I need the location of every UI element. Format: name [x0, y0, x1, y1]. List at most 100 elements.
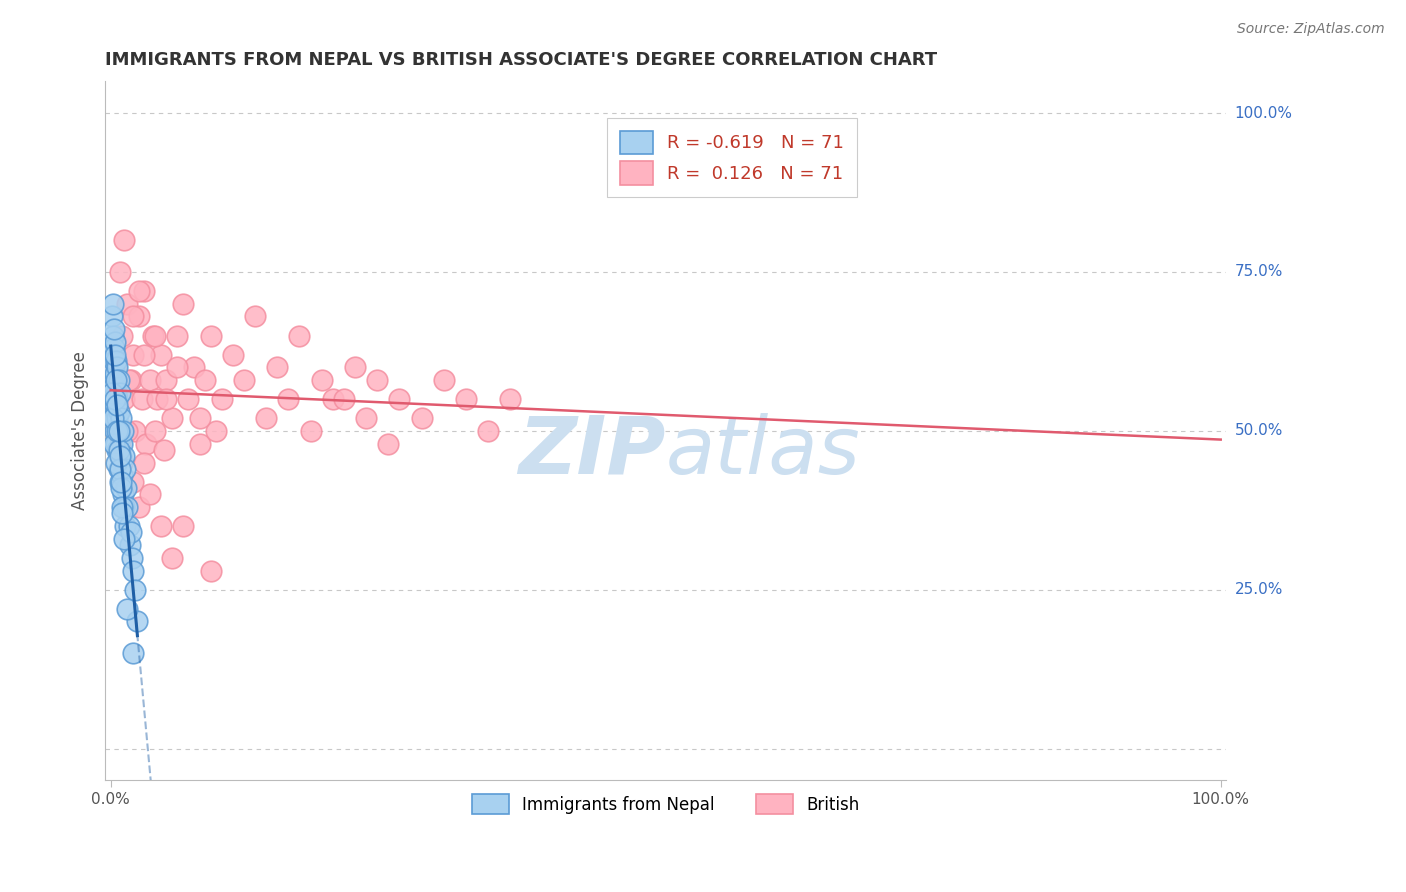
Point [104, 334, 127, 349]
Point [103, 411, 125, 425]
Point [103, 379, 125, 393]
Point [143, 328, 166, 343]
Point [107, 373, 129, 387]
Point [107, 462, 129, 476]
Point [101, 328, 124, 343]
Point [108, 436, 131, 450]
Point [104, 348, 127, 362]
Point [155, 392, 177, 406]
Point [104, 398, 127, 412]
Point [118, 538, 141, 552]
Point [107, 442, 129, 457]
Point [105, 354, 128, 368]
Point [111, 328, 134, 343]
Point [120, 373, 142, 387]
Point [138, 373, 160, 387]
Point [388, 392, 411, 406]
Point [103, 322, 125, 336]
Point [411, 411, 433, 425]
Point [108, 385, 131, 400]
Point [138, 487, 160, 501]
Point [107, 398, 129, 412]
Point [103, 411, 125, 425]
Point [377, 436, 399, 450]
Point [166, 328, 188, 343]
Point [153, 442, 176, 457]
Point [177, 392, 200, 406]
Point [110, 475, 132, 489]
Point [101, 398, 124, 412]
Point [122, 348, 145, 362]
Point [104, 424, 127, 438]
Point [128, 310, 150, 324]
Point [132, 348, 155, 362]
Point [112, 500, 135, 514]
Point [132, 284, 155, 298]
Point [107, 392, 129, 406]
Point [146, 392, 169, 406]
Point [112, 449, 135, 463]
Point [127, 615, 149, 629]
Point [105, 385, 128, 400]
Point [111, 468, 134, 483]
Point [112, 532, 135, 546]
Point [128, 500, 150, 514]
Point [101, 411, 124, 425]
Point [101, 373, 124, 387]
Point [205, 424, 228, 438]
Point [142, 328, 165, 343]
Point [243, 310, 266, 324]
Point [454, 392, 477, 406]
Point [114, 462, 136, 476]
Point [114, 519, 136, 533]
Point [160, 550, 183, 565]
Point [101, 348, 124, 362]
Point [117, 424, 139, 438]
Point [131, 392, 153, 406]
Point [101, 385, 124, 400]
Point [105, 456, 128, 470]
Text: 100.0%: 100.0% [1234, 105, 1292, 120]
Point [121, 550, 143, 565]
Point [132, 456, 155, 470]
Point [194, 373, 217, 387]
Point [104, 392, 127, 406]
Point [200, 328, 222, 343]
Text: Source: ZipAtlas.com: Source: ZipAtlas.com [1237, 22, 1385, 37]
Point [166, 360, 188, 375]
Point [111, 507, 134, 521]
Point [107, 360, 129, 375]
Point [477, 424, 499, 438]
Point [117, 519, 139, 533]
Point [172, 297, 194, 311]
Point [200, 564, 222, 578]
Point [135, 436, 157, 450]
Point [105, 360, 128, 375]
Point [322, 392, 344, 406]
Point [115, 481, 138, 495]
Point [311, 373, 333, 387]
Point [117, 500, 139, 514]
Point [155, 373, 177, 387]
Point [101, 360, 124, 375]
Point [107, 405, 129, 419]
Point [107, 442, 129, 457]
Point [366, 373, 388, 387]
Point [108, 265, 131, 279]
Point [108, 462, 131, 476]
Point [124, 424, 146, 438]
Point [299, 424, 322, 438]
Point [101, 310, 124, 324]
Point [124, 582, 146, 597]
Point [120, 525, 142, 540]
Point [110, 481, 132, 495]
Point [222, 348, 245, 362]
Point [254, 411, 277, 425]
Point [122, 475, 145, 489]
Point [128, 284, 150, 298]
Point [149, 519, 172, 533]
Point [143, 424, 166, 438]
Point [172, 519, 194, 533]
Point [122, 646, 145, 660]
Point [333, 392, 356, 406]
